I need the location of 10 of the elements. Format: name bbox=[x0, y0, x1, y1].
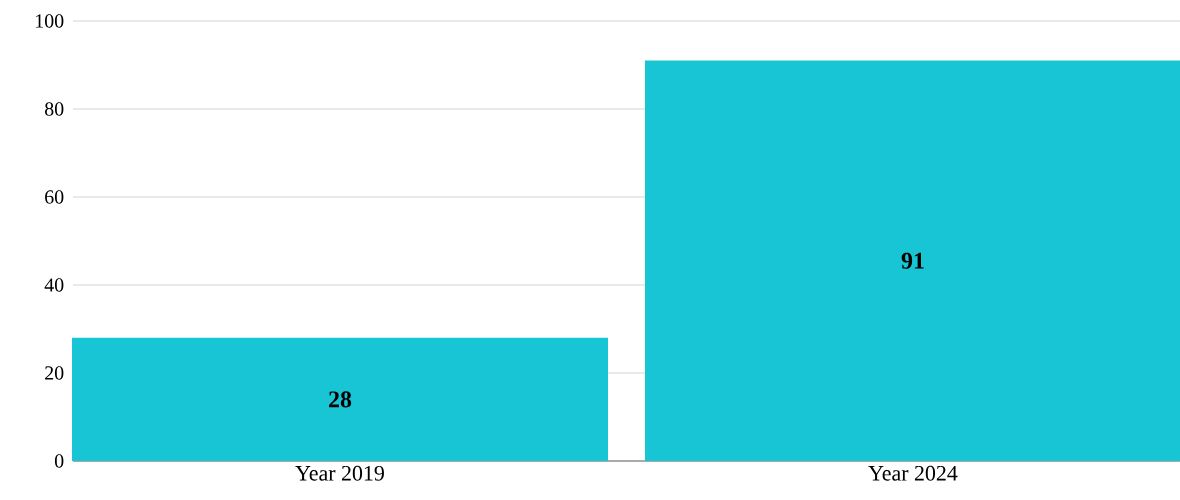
y-tick-label: 0 bbox=[54, 454, 64, 468]
y-tick-label: 80 bbox=[45, 102, 64, 116]
y-tick-label: 100 bbox=[36, 14, 64, 28]
y-tick-label: 60 bbox=[45, 190, 64, 204]
y-tick-label: 40 bbox=[44, 278, 64, 292]
data-label: 28 bbox=[329, 391, 352, 408]
x-tick-label: Year 2019 bbox=[295, 465, 384, 481]
data-label: 91 bbox=[901, 252, 924, 269]
x-tick-label: Year 2024 bbox=[868, 465, 958, 481]
y-tick-label: 20 bbox=[45, 366, 64, 380]
